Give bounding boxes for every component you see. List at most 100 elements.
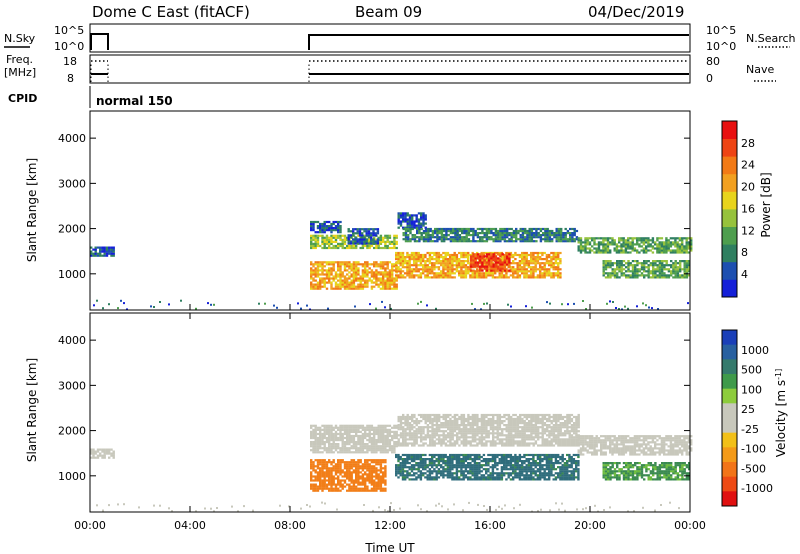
power-cell bbox=[358, 240, 362, 243]
velocity-cell bbox=[480, 442, 484, 445]
power-cell bbox=[409, 238, 412, 241]
velocity-cell bbox=[557, 444, 560, 447]
power-cell bbox=[368, 246, 371, 250]
velocity-cell bbox=[426, 436, 430, 439]
power-cell bbox=[386, 283, 389, 286]
velocity-cell bbox=[397, 417, 400, 421]
power-cell bbox=[314, 275, 317, 278]
velocity-cell bbox=[519, 413, 522, 417]
velocity-cell bbox=[570, 444, 574, 447]
velocity-cell bbox=[314, 475, 317, 478]
velocity-cell bbox=[321, 489, 324, 492]
power-cell bbox=[519, 229, 522, 233]
velocity-cell bbox=[355, 432, 358, 436]
velocity-cell bbox=[570, 417, 574, 421]
velocity-cell bbox=[431, 430, 434, 433]
velocity-cell bbox=[375, 475, 378, 478]
power-cell bbox=[597, 245, 601, 248]
power-cell bbox=[337, 234, 340, 237]
velocity-cell bbox=[447, 426, 450, 429]
power-cell bbox=[494, 255, 498, 258]
velocity-cell bbox=[514, 424, 517, 427]
power-cell bbox=[372, 228, 375, 231]
power-cell bbox=[425, 240, 428, 243]
velocity-cell bbox=[382, 426, 385, 429]
velocity-cell bbox=[399, 422, 403, 425]
velocity-cell bbox=[510, 434, 513, 437]
velocity-cell bbox=[310, 477, 313, 480]
power-cell bbox=[427, 240, 430, 243]
power-cell bbox=[364, 269, 367, 272]
velocity-cell bbox=[370, 479, 374, 482]
velocity-cell bbox=[438, 438, 441, 441]
velocity-cell bbox=[458, 430, 461, 433]
power-cell bbox=[411, 222, 414, 225]
velocity-cell bbox=[460, 424, 463, 427]
velocity-cell bbox=[485, 442, 488, 445]
power-cell bbox=[532, 270, 535, 273]
power-cell bbox=[624, 241, 628, 244]
velocity-cell bbox=[577, 426, 580, 429]
power-cell bbox=[642, 247, 646, 250]
power-cell bbox=[406, 224, 409, 227]
velocity-cell bbox=[316, 432, 320, 436]
power-cell bbox=[479, 227, 482, 231]
power-cell bbox=[471, 274, 474, 277]
velocity-cell bbox=[370, 475, 374, 478]
power-cell bbox=[672, 266, 675, 269]
velocity-cell bbox=[388, 434, 392, 438]
power-cell bbox=[348, 277, 351, 280]
power-cell bbox=[420, 212, 423, 215]
velocity-cell bbox=[373, 439, 376, 442]
power-cell bbox=[687, 243, 691, 246]
velocity-cell bbox=[469, 444, 472, 447]
velocity-cell bbox=[523, 438, 526, 441]
velocity-cell bbox=[332, 428, 335, 431]
velocity-cell bbox=[559, 413, 562, 417]
power-cell bbox=[425, 227, 428, 231]
power-cell bbox=[325, 229, 329, 232]
power-cell bbox=[499, 255, 502, 258]
velocity-cell bbox=[570, 413, 574, 417]
velocity-cell bbox=[548, 417, 551, 421]
power-cell bbox=[602, 247, 605, 250]
power-cell bbox=[388, 275, 392, 278]
power-cell bbox=[325, 263, 329, 266]
power-cell bbox=[427, 227, 430, 231]
velocity-cell bbox=[411, 442, 414, 445]
power-cell bbox=[429, 229, 432, 233]
velocity-cell bbox=[350, 445, 353, 448]
velocity-cell bbox=[453, 422, 457, 425]
velocity-cell bbox=[568, 438, 571, 441]
power-cell bbox=[379, 246, 383, 250]
velocity-cell bbox=[510, 428, 513, 431]
power-cell bbox=[481, 240, 484, 243]
velocity-cell bbox=[364, 483, 367, 486]
velocity-cell bbox=[462, 440, 466, 443]
power-cell bbox=[479, 253, 482, 256]
power-cell bbox=[645, 245, 648, 248]
power-cell bbox=[618, 264, 621, 267]
power-cell bbox=[258, 302, 260, 305]
power-cell bbox=[372, 238, 375, 241]
velocity-cell bbox=[366, 489, 369, 492]
power-cell bbox=[473, 274, 477, 277]
power-cell bbox=[564, 234, 567, 237]
velocity-cell bbox=[330, 479, 333, 482]
power-cell bbox=[424, 268, 427, 271]
velocity-cell bbox=[366, 485, 369, 488]
power-cell bbox=[532, 260, 535, 263]
power-cell bbox=[401, 258, 405, 261]
power-cell bbox=[422, 256, 425, 259]
power-cell bbox=[321, 227, 324, 230]
velocity-cell bbox=[348, 489, 351, 492]
velocity-cell bbox=[415, 430, 418, 433]
velocity-cell bbox=[330, 439, 333, 442]
power-cell bbox=[625, 262, 628, 265]
velocity-cell bbox=[395, 434, 398, 438]
power-cell bbox=[669, 249, 673, 252]
power-cell bbox=[376, 228, 380, 231]
power-cell bbox=[670, 272, 673, 275]
velocity-cell bbox=[364, 467, 367, 470]
power-cell bbox=[364, 275, 367, 278]
